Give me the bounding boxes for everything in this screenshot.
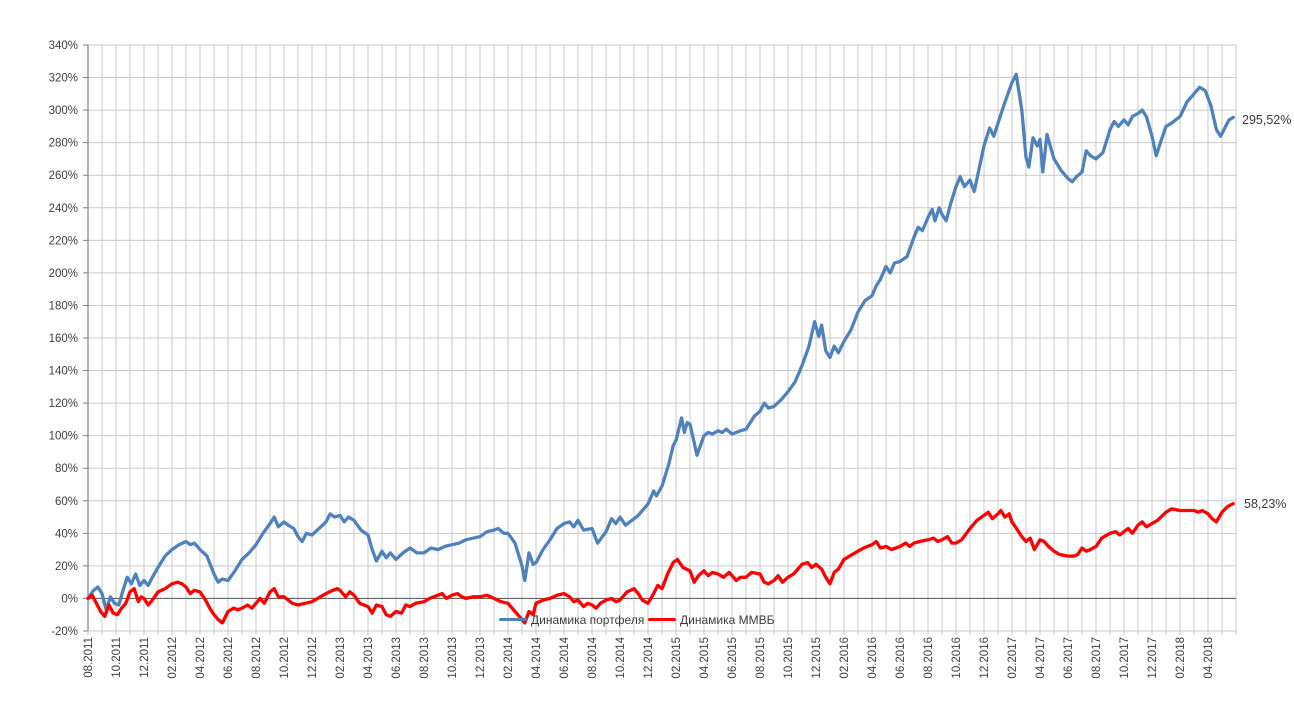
x-tick-label: 10.2015 <box>783 637 795 679</box>
y-tick-label: 300% <box>49 105 78 117</box>
y-tick-label: 220% <box>49 235 78 247</box>
x-tick-label: 04.2016 <box>867 637 879 679</box>
x-tick-label: 02.2013 <box>335 637 347 679</box>
micex-end-value-label: 58,23% <box>1244 497 1287 511</box>
gridlines <box>88 44 1237 632</box>
x-tick-label: 04.2013 <box>363 637 375 679</box>
x-tick-label: 02.2016 <box>839 637 851 679</box>
legend-label-micex: Динамика ММВБ <box>680 612 775 627</box>
x-tick-label: 02.2017 <box>1007 637 1019 679</box>
x-tick-label: 10.2017 <box>1119 637 1131 679</box>
x-tick-label: 02.2012 <box>167 637 179 679</box>
x-tick-label: 08.2015 <box>755 637 767 679</box>
y-tick-label: 160% <box>49 333 78 345</box>
x-tick-label: 12.2016 <box>979 637 991 679</box>
x-tick-label: 10.2014 <box>615 636 627 678</box>
x-tick-label: 02.2015 <box>671 637 683 679</box>
x-tick-label: 12.2013 <box>475 637 487 679</box>
x-tick-label: 08.2014 <box>587 636 599 678</box>
x-tick-label: 10.2013 <box>447 637 459 679</box>
x-tick-label: 12.2017 <box>1147 637 1159 679</box>
y-tick-label: -20% <box>51 626 78 638</box>
x-tick-label: 08.2013 <box>419 637 431 679</box>
micex-series-line <box>86 502 1235 625</box>
y-tick-label: 340% <box>49 40 78 52</box>
y-tick-label: 100% <box>49 431 78 443</box>
x-tick-label: 06.2015 <box>727 637 739 679</box>
x-tick-label: 10.2012 <box>279 637 291 679</box>
x-tick-label: 06.2014 <box>559 636 571 678</box>
x-tick-label: 06.2012 <box>223 637 235 679</box>
x-tick-label: 08.2012 <box>251 637 263 679</box>
x-tick-label: 06.2013 <box>391 637 403 679</box>
x-tick-label: 12.2014 <box>643 636 655 678</box>
x-tick-label: 10.2011 <box>111 637 123 678</box>
y-axis-labels: 340% 320% 300% 280% 260% 240% 220% 200% 180% 160%… <box>49 40 78 638</box>
x-tick-label: 04.2012 <box>195 637 207 679</box>
x-tick-label: 02.2018 <box>1175 637 1187 679</box>
y-tick-label: 0% <box>61 593 78 605</box>
legend-swatch-portfolio <box>499 617 527 622</box>
y-tick-label: 200% <box>49 268 78 280</box>
portfolio-series-line <box>86 72 1235 612</box>
y-tick-label: 60% <box>55 496 78 508</box>
y-tick-label: 260% <box>49 170 78 182</box>
y-tick-label: 180% <box>49 300 78 312</box>
x-tick-label: 04.2017 <box>1035 637 1047 679</box>
legend-swatch-micex <box>648 617 676 622</box>
x-tick-label: 12.2015 <box>811 637 823 679</box>
portfolio-end-value-label: 295,52% <box>1242 113 1292 127</box>
y-tick-label: 320% <box>49 73 78 85</box>
y-tick-label: 280% <box>49 138 78 150</box>
y-tick-label: 120% <box>49 398 78 410</box>
x-tick-label: 08.2016 <box>923 637 935 679</box>
x-tick-label: 08.2017 <box>1091 637 1103 679</box>
axis-ticks <box>83 44 1237 635</box>
x-tick-label: 04.2018 <box>1203 637 1215 679</box>
x-tick-label: 12.2011 <box>139 637 151 678</box>
y-tick-label: 240% <box>49 203 78 215</box>
x-tick-label: 04.2015 <box>699 637 711 679</box>
y-tick-label: 40% <box>55 528 78 540</box>
legend-label-portfolio: Динамика портфеля <box>531 612 645 627</box>
x-tick-label: 02.2014 <box>503 636 515 678</box>
x-tick-label: 04.2014 <box>531 636 543 678</box>
x-tick-label: 06.2016 <box>895 637 907 679</box>
x-tick-label: 06.2017 <box>1063 637 1075 679</box>
legend-item-portfolio: Динамика портфеля <box>499 611 644 628</box>
x-tick-label: 08.2011 <box>83 637 95 678</box>
x-axis-labels: 08.2011 10.2011 12.2011 02.2012 04.2012 06.20… <box>83 636 1215 678</box>
y-tick-label: 20% <box>55 561 78 573</box>
legend-item-micex: Динамика ММВБ <box>648 611 774 628</box>
x-tick-label: 10.2016 <box>951 637 963 679</box>
y-tick-label: 80% <box>55 463 78 475</box>
x-tick-label: 12.2012 <box>307 637 319 679</box>
y-tick-label: 140% <box>49 366 78 378</box>
